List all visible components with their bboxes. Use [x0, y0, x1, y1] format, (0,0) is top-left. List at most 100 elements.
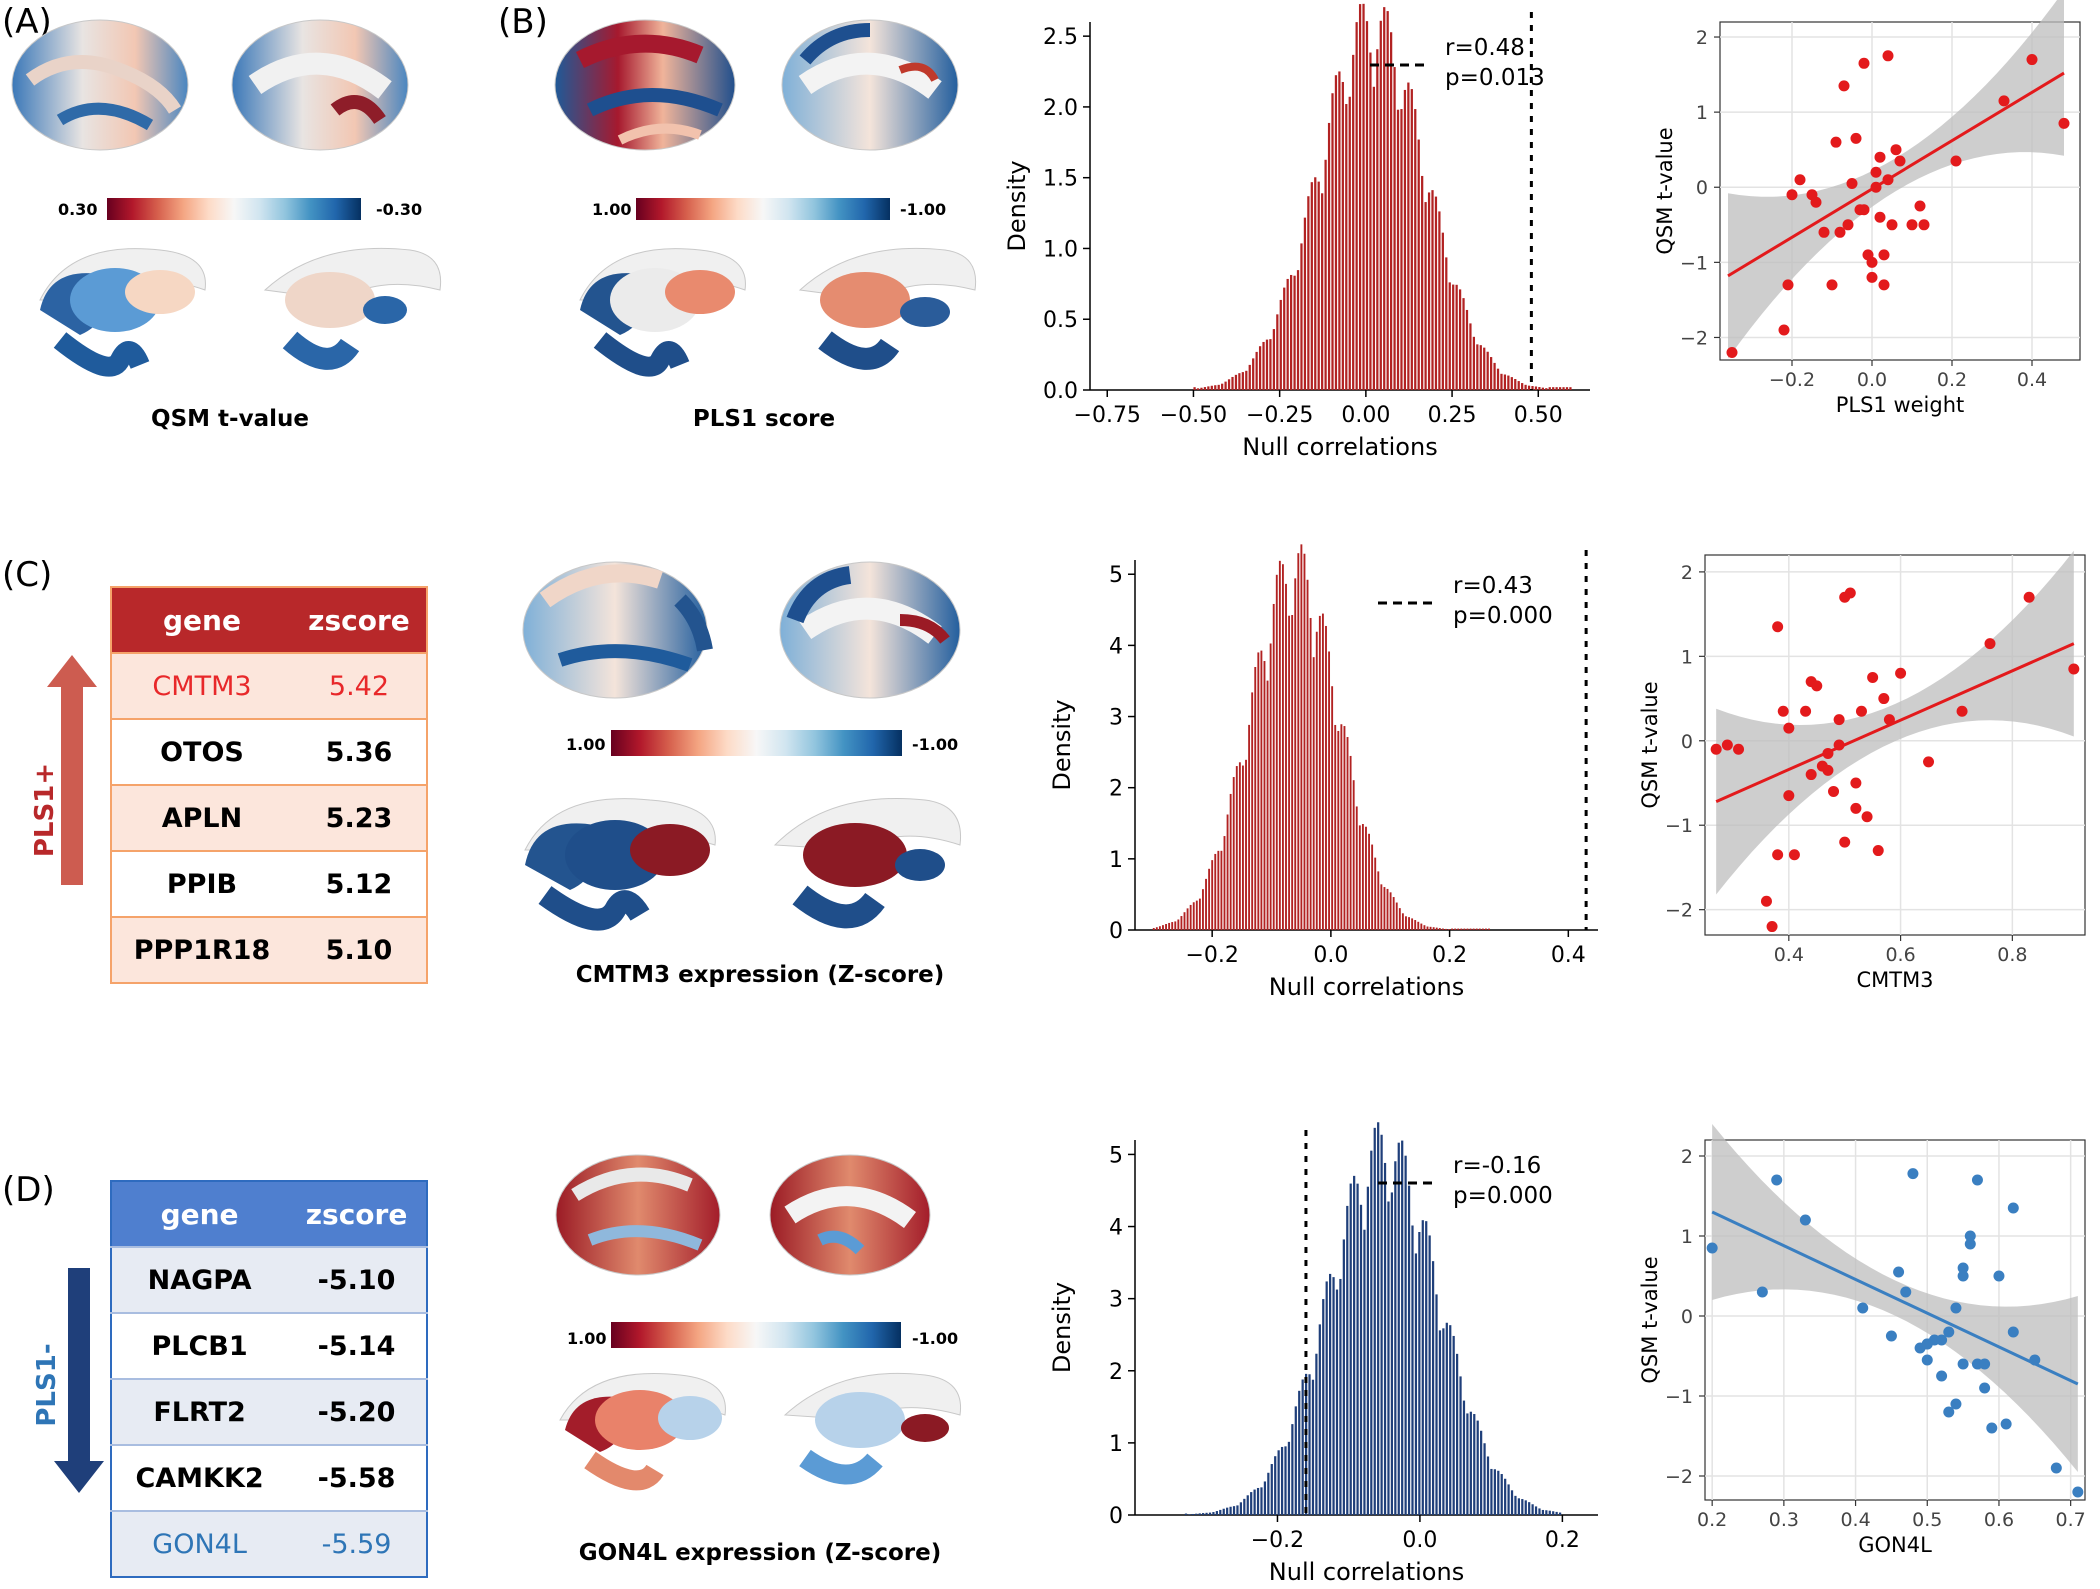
x-tick-label: 0.4 — [1840, 1509, 1870, 1531]
gene-zscore: -5.14 — [287, 1312, 427, 1379]
hist-bar — [1263, 661, 1266, 930]
y-tick-label: 2.0 — [1043, 96, 1078, 121]
scatter-point — [1971, 1174, 1983, 1186]
hist-bar — [1248, 364, 1251, 390]
scatter-point — [2023, 591, 2035, 603]
hist-bar — [1438, 211, 1441, 390]
hist-bar — [1377, 871, 1380, 930]
hist-bar — [1383, 7, 1386, 390]
hist-bar — [1400, 109, 1403, 390]
hist-bar — [1328, 651, 1331, 930]
hist-bar — [1281, 564, 1284, 930]
hist-bar — [1262, 341, 1265, 390]
hist-bar — [1266, 680, 1269, 930]
hist-bar — [1401, 1140, 1404, 1515]
hist-bar — [1428, 1235, 1431, 1515]
x-tick-label: 0.2 — [1432, 943, 1467, 968]
hist-bar — [1239, 1502, 1243, 1515]
hist-bar — [1196, 388, 1200, 390]
gene-name: PPIB — [111, 850, 292, 917]
hist-bar — [1327, 122, 1331, 390]
hist-bar — [1321, 193, 1324, 390]
x-tick-label: 0.2 — [1697, 1509, 1727, 1531]
hist-bar — [1432, 927, 1435, 930]
hist-bar — [1343, 726, 1346, 930]
hist-bar — [1155, 927, 1158, 930]
scatter-point — [1918, 219, 1930, 231]
hist-bar — [1521, 383, 1524, 390]
hist-bar — [1390, 1192, 1394, 1515]
scatter-point — [1984, 638, 1996, 650]
scatter-point — [1850, 802, 1862, 814]
hist-bar — [1424, 202, 1427, 390]
hist-bar — [1318, 1324, 1321, 1515]
hist-bar — [1541, 1509, 1545, 1515]
hist-bar — [1472, 928, 1475, 930]
scatter-point — [1822, 747, 1834, 759]
scatter-point — [1782, 279, 1794, 291]
table-row: NAGPA -5.10 — [111, 1246, 427, 1313]
hist-bar — [1558, 1512, 1562, 1515]
fit-line — [1727, 71, 2065, 278]
hist-bar — [1318, 615, 1321, 930]
hist-bar — [1205, 1512, 1208, 1515]
hist-bar — [1217, 384, 1220, 390]
hist-bar — [1454, 928, 1457, 930]
hist-bar — [1310, 182, 1313, 390]
hist-bar — [1317, 181, 1320, 390]
scatter-point — [1890, 144, 1902, 156]
hist-bar — [1301, 1379, 1304, 1515]
scatter-point — [1756, 1286, 1768, 1298]
hist-bar — [1214, 853, 1217, 930]
y-tick-label: 0 — [1109, 919, 1123, 944]
x-tick-label: 0.50 — [1514, 403, 1563, 428]
x-tick-label: 0.0 — [1313, 943, 1348, 968]
hist-bar — [1452, 284, 1455, 390]
y-tick-label: 1 — [1681, 1226, 1693, 1248]
colorbar-a-min: -0.30 — [376, 200, 423, 219]
colorbar-d — [611, 1322, 901, 1348]
hist-bar — [1457, 928, 1460, 930]
gene-zscore: 5.42 — [291, 652, 427, 719]
hist-bar — [1236, 1505, 1239, 1515]
hist-bar — [1472, 336, 1476, 390]
table-row: PLCB1 -5.14 — [111, 1312, 427, 1379]
y-tick-label: 0.5 — [1043, 308, 1078, 333]
hist-bar — [1534, 386, 1538, 390]
hist-bar — [1548, 1510, 1551, 1515]
hist-bar — [1215, 1511, 1218, 1515]
gene-zscore: 5.36 — [291, 718, 427, 785]
hist-bar — [1280, 1446, 1284, 1515]
scatter-point — [1866, 256, 1878, 268]
scatter-point — [1921, 1354, 1933, 1366]
x-tick-label: 0.6 — [1885, 944, 1915, 966]
hist-bar — [1335, 1289, 1339, 1515]
scatter-point — [1883, 714, 1895, 726]
gene-name: PPP1R18 — [111, 916, 292, 983]
hist-bar — [1510, 1490, 1514, 1515]
hist-bar — [1390, 32, 1393, 390]
hist-bar — [1507, 375, 1510, 390]
table-row: GON4L -5.59 — [111, 1510, 427, 1577]
hist-bar — [1291, 1424, 1294, 1515]
scatter-point — [1956, 705, 1968, 717]
gene-zscore: -5.10 — [287, 1246, 427, 1313]
hist-bar — [1152, 928, 1155, 930]
histogram-hist1: −0.75 −0.50 −0.25 0.00 0.25 0.50 0.0 0.5 1.0 1.5 2… — [1003, 3, 1590, 461]
hist-bar — [1278, 560, 1281, 930]
hist-bar — [1287, 1441, 1291, 1515]
panel-letter-c: (C) — [2, 555, 53, 595]
hist-bar — [1441, 232, 1444, 390]
colorbar-c — [611, 730, 902, 756]
scatter-point — [1893, 1266, 1905, 1278]
hist-bar — [1517, 1498, 1521, 1515]
hist-bar — [1307, 196, 1310, 390]
hist-bar — [1514, 1495, 1517, 1515]
hist-bar — [1285, 583, 1287, 930]
y-tick-label: −2 — [1665, 900, 1693, 922]
hist-bar — [1421, 175, 1424, 390]
subcortex-b — [579, 247, 977, 377]
scatter-point — [1766, 921, 1778, 933]
hist-bar — [1421, 1220, 1424, 1515]
x-tick-label: 0.4 — [1774, 944, 1804, 966]
